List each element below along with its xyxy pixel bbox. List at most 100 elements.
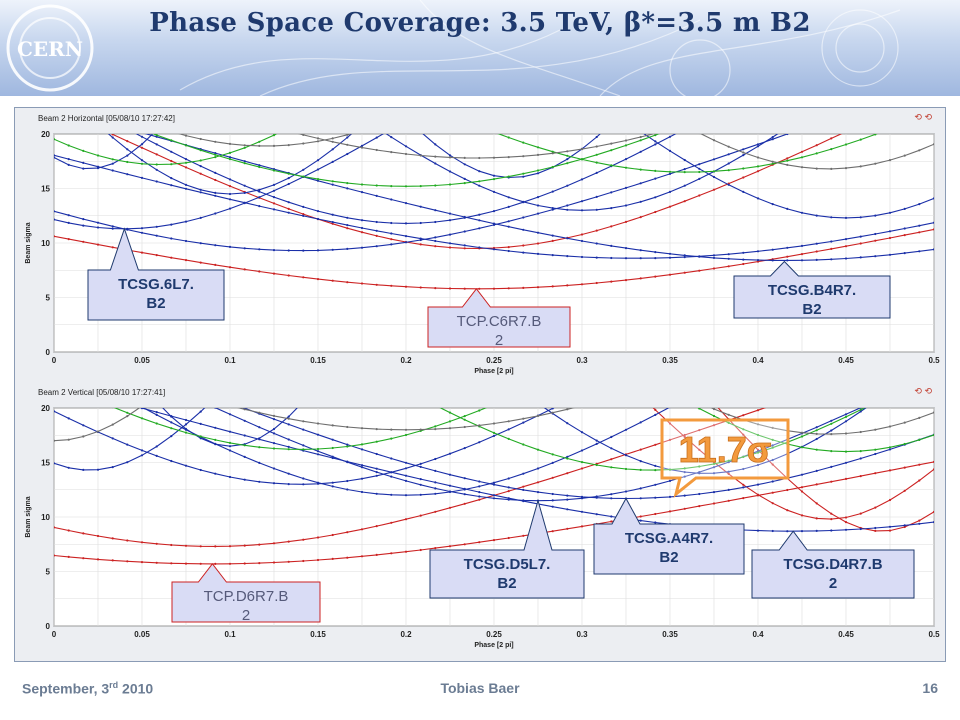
data-point	[214, 152, 217, 155]
data-point	[346, 224, 349, 227]
data-point	[536, 153, 540, 156]
data-point	[140, 251, 144, 254]
data-point	[243, 419, 246, 422]
data-point	[932, 460, 934, 463]
panel-controls-vertical[interactable]: ⟲ ⟲	[914, 386, 932, 396]
data-point	[448, 545, 452, 548]
data-point	[771, 160, 774, 163]
data-point	[639, 460, 642, 463]
data-point	[800, 435, 804, 438]
x-axis-label: Phase [2 pi]	[474, 368, 513, 375]
data-point	[331, 180, 334, 183]
data-point	[654, 210, 657, 214]
data-point	[375, 184, 378, 187]
data-point	[184, 158, 188, 161]
data-point	[536, 204, 540, 207]
data-point	[756, 143, 760, 146]
data-point	[654, 443, 657, 446]
data-point	[551, 165, 554, 169]
data-point	[830, 419, 833, 422]
data-point	[566, 408, 569, 411]
data-point	[492, 481, 496, 484]
data-point	[155, 542, 158, 545]
data-point	[492, 222, 496, 225]
data-point	[844, 477, 848, 480]
data-point	[756, 145, 760, 148]
data-point	[346, 556, 349, 559]
x-tick-label: 0.1	[224, 630, 236, 639]
data-point	[302, 276, 305, 279]
data-point	[316, 433, 320, 436]
data-point	[228, 158, 232, 161]
panel-controls-horizontal[interactable]: ⟲ ⟲	[914, 112, 932, 122]
data-point	[67, 555, 70, 558]
data-point	[595, 439, 598, 442]
data-point	[140, 143, 144, 146]
data-point	[507, 536, 510, 540]
x-tick-label: 0.4	[752, 630, 764, 639]
data-point	[918, 416, 921, 419]
data-point	[683, 471, 686, 474]
data-point	[140, 135, 144, 138]
x-tick-label: 0.25	[486, 356, 502, 365]
data-point	[272, 272, 276, 275]
data-point	[287, 211, 290, 214]
data-point	[404, 461, 408, 464]
data-point	[654, 275, 657, 278]
data-point	[786, 163, 789, 166]
data-point	[742, 455, 745, 458]
data-point	[888, 159, 892, 162]
data-point	[184, 562, 188, 565]
data-point	[184, 239, 188, 243]
data-point	[800, 486, 804, 489]
data-point	[316, 140, 320, 143]
data-point	[727, 153, 730, 156]
data-point	[111, 225, 114, 228]
data-point	[815, 152, 818, 155]
data-point	[331, 446, 334, 450]
data-point	[580, 510, 584, 513]
data-point	[404, 152, 408, 156]
data-point	[258, 190, 261, 193]
data-point	[331, 140, 334, 143]
data-point	[624, 144, 628, 147]
data-point	[727, 528, 730, 531]
data-point	[360, 490, 364, 494]
data-point	[551, 453, 554, 456]
data-point	[624, 204, 628, 207]
data-point	[390, 437, 393, 440]
data-point	[214, 244, 217, 247]
data-point	[434, 209, 437, 212]
data-point	[610, 142, 613, 145]
data-point	[493, 131, 495, 133]
data-point	[360, 477, 364, 480]
data-point	[859, 165, 862, 168]
x-tick-label: 0.2	[400, 356, 412, 365]
data-point	[756, 197, 760, 200]
data-point	[375, 220, 378, 224]
data-point	[859, 475, 862, 478]
data-point	[404, 479, 408, 482]
data-point	[844, 528, 848, 531]
data-point	[815, 469, 818, 472]
data-point	[698, 525, 701, 529]
data-point	[771, 259, 774, 262]
data-point	[786, 157, 789, 160]
data-point	[360, 443, 364, 446]
data-point	[302, 448, 305, 451]
data-point	[580, 461, 584, 464]
data-point	[302, 134, 305, 136]
data-point	[566, 204, 569, 207]
data-point	[580, 209, 584, 212]
data-point	[786, 159, 789, 162]
data-point	[727, 265, 730, 268]
data-point	[463, 488, 466, 491]
data-point	[140, 159, 144, 162]
data-point	[566, 455, 569, 458]
data-point	[668, 438, 672, 441]
data-point	[536, 286, 540, 289]
data-point	[316, 249, 320, 252]
data-point	[390, 151, 393, 154]
data-point	[54, 526, 56, 529]
data-point	[859, 408, 862, 409]
